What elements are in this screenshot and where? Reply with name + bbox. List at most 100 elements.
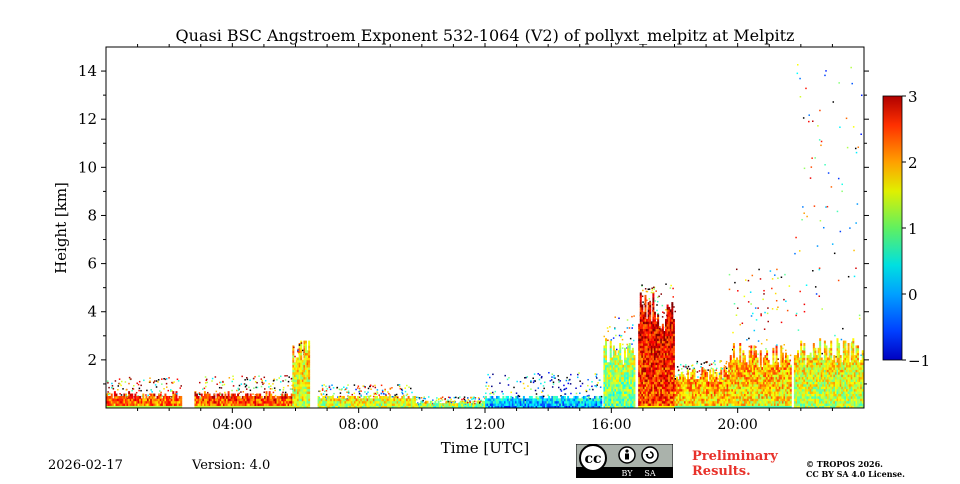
heatmap-cell bbox=[669, 357, 672, 361]
heatmap-cell bbox=[690, 391, 693, 394]
heatmap-cell bbox=[502, 395, 505, 399]
heatmap-cell bbox=[300, 371, 303, 375]
heatmap-speck bbox=[469, 401, 472, 403]
heatmap-cell bbox=[769, 369, 772, 373]
heatmap-cell bbox=[734, 374, 737, 378]
heatmap-cell bbox=[612, 391, 615, 394]
heatmap-cell bbox=[751, 398, 754, 402]
heatmap-speck bbox=[542, 385, 545, 387]
heatmap-cell bbox=[106, 393, 108, 397]
heatmap-cell bbox=[660, 374, 663, 378]
heatmap-cell bbox=[462, 400, 465, 404]
heatmap-cell bbox=[721, 403, 724, 406]
heatmap-cell bbox=[649, 367, 652, 370]
heatmap-cell bbox=[773, 362, 776, 366]
heatmap-cell bbox=[764, 374, 767, 378]
heatmap-cell bbox=[677, 383, 680, 387]
heatmap-speck bbox=[279, 389, 281, 392]
heatmap-cell bbox=[769, 393, 772, 397]
heatmap-speck bbox=[453, 396, 456, 399]
heatmap-cell bbox=[728, 400, 731, 404]
heatmap-cell bbox=[511, 403, 514, 406]
heatmap-speck bbox=[143, 379, 145, 382]
heatmap-cell bbox=[668, 340, 671, 344]
heatmap-speck bbox=[474, 398, 476, 400]
heatmap-cell bbox=[118, 395, 121, 399]
heatmap-cell bbox=[756, 364, 759, 368]
heatmap-cell bbox=[739, 352, 742, 356]
heatmap-speck bbox=[229, 397, 231, 399]
heatmap-cell bbox=[609, 362, 612, 366]
heatmap-cell bbox=[301, 359, 304, 363]
heatmap-speck bbox=[387, 396, 389, 399]
heatmap-cell bbox=[639, 333, 642, 337]
heatmap-cell bbox=[352, 405, 355, 408]
heatmap-cell bbox=[666, 350, 669, 354]
heatmap-cell bbox=[265, 400, 268, 404]
heatmap-cell bbox=[633, 367, 636, 370]
heatmap-cell bbox=[753, 398, 756, 402]
heatmap-cell bbox=[745, 388, 748, 392]
heatmap-cell bbox=[644, 299, 647, 303]
heatmap-cell bbox=[628, 393, 631, 397]
heatmap-cell bbox=[401, 403, 404, 406]
heatmap-cell bbox=[522, 405, 525, 408]
heatmap-speck bbox=[607, 330, 609, 333]
heatmap-cell bbox=[295, 398, 298, 402]
heatmap-cell bbox=[298, 355, 301, 358]
heatmap-cell bbox=[652, 369, 655, 373]
heatmap-cell bbox=[732, 383, 735, 387]
heatmap-speck bbox=[467, 397, 469, 399]
heatmap-cell bbox=[347, 398, 350, 402]
heatmap-cell bbox=[691, 403, 694, 406]
heatmap-cell bbox=[762, 403, 765, 406]
heatmap-cell bbox=[214, 403, 217, 406]
heatmap-cell bbox=[622, 388, 625, 392]
heatmap-cell bbox=[696, 391, 699, 394]
heatmap-cell bbox=[668, 311, 671, 315]
heatmap-cell bbox=[235, 403, 238, 406]
heatmap-cell bbox=[644, 340, 647, 344]
heatmap-cell bbox=[614, 364, 617, 368]
heatmap-cell bbox=[306, 393, 309, 397]
heatmap-cell bbox=[666, 379, 669, 382]
heatmap-cell bbox=[609, 398, 612, 402]
heatmap-speck bbox=[170, 390, 172, 392]
heatmap-speck bbox=[127, 396, 129, 398]
heatmap-cell bbox=[720, 405, 723, 408]
heatmap-cell bbox=[736, 403, 739, 406]
heatmap-cell bbox=[623, 395, 626, 399]
heatmap-cell bbox=[579, 398, 582, 402]
heatmap-speck bbox=[645, 290, 648, 293]
heatmap-cell bbox=[696, 393, 699, 397]
heatmap-cell bbox=[368, 405, 371, 408]
heatmap-cell bbox=[693, 398, 696, 402]
heatmap-speck bbox=[724, 366, 727, 368]
heatmap-cell bbox=[668, 335, 671, 339]
heatmap-speck bbox=[777, 306, 779, 308]
heatmap-cell bbox=[412, 403, 415, 406]
heatmap-cell bbox=[221, 405, 224, 408]
heatmap-cell bbox=[663, 376, 666, 380]
heatmap-cell bbox=[758, 388, 761, 392]
heatmap-cell bbox=[208, 400, 211, 404]
heatmap-cell bbox=[286, 403, 288, 406]
heatmap-speck bbox=[588, 394, 590, 397]
heatmap-speck bbox=[367, 387, 370, 390]
heatmap-cell bbox=[639, 335, 642, 339]
heatmap-cell bbox=[658, 393, 661, 397]
heatmap-cell bbox=[653, 391, 656, 394]
heatmap-speck bbox=[518, 395, 521, 398]
heatmap-cell bbox=[639, 345, 642, 349]
heatmap-cell bbox=[628, 383, 631, 387]
heatmap-cell bbox=[627, 398, 630, 402]
heatmap-cell bbox=[748, 352, 751, 356]
heatmap-cell bbox=[680, 398, 683, 402]
heatmap-cell bbox=[216, 398, 219, 402]
heatmap-cell bbox=[573, 403, 576, 406]
heatmap-cell bbox=[638, 323, 641, 327]
heatmap-cell bbox=[605, 362, 607, 366]
heatmap-cell bbox=[663, 352, 666, 356]
heatmap-cell bbox=[772, 347, 775, 351]
heatmap-cell bbox=[647, 316, 650, 320]
